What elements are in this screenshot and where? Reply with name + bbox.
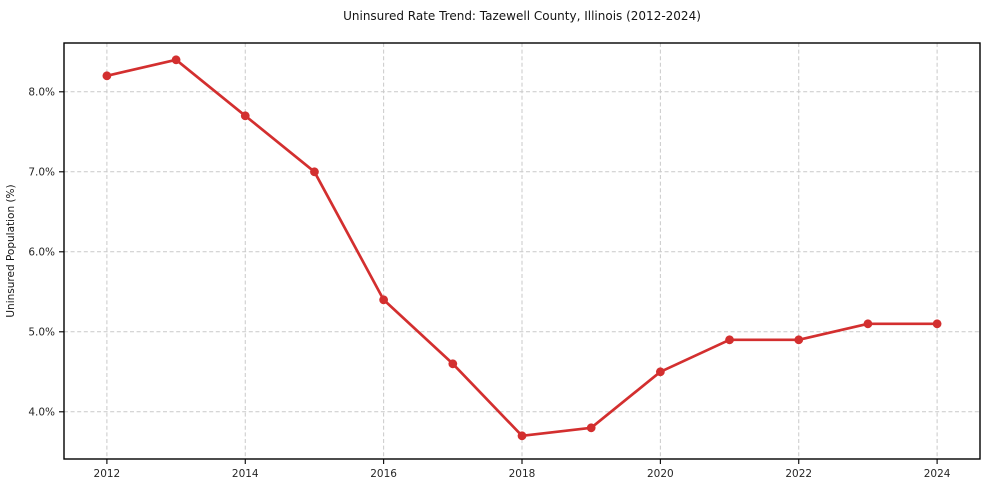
- data-point: [517, 431, 527, 441]
- y-tick-label: 6.0%: [28, 246, 55, 258]
- data-point: [171, 55, 181, 65]
- data-point: [794, 335, 804, 345]
- y-tick-label: 4.0%: [28, 406, 55, 418]
- x-tick-label: 2012: [94, 468, 121, 480]
- y-tick-label: 8.0%: [28, 86, 55, 98]
- data-point: [379, 295, 389, 305]
- x-tick-label: 2020: [647, 468, 674, 480]
- data-point: [310, 167, 319, 177]
- y-tick-label: 5.0%: [28, 326, 55, 338]
- x-tick-label: 2018: [509, 468, 536, 480]
- chart-title: Uninsured Rate Trend: Tazewell County, I…: [343, 9, 701, 23]
- data-point: [725, 335, 734, 345]
- data-point: [586, 423, 596, 433]
- data-point: [240, 111, 250, 121]
- data-point: [863, 319, 873, 329]
- data-point: [932, 319, 942, 329]
- x-tick-label: 2024: [924, 468, 951, 480]
- data-point: [448, 359, 458, 369]
- data-point: [102, 71, 112, 81]
- x-tick-label: 2022: [785, 468, 812, 480]
- x-tick-label: 2014: [232, 468, 259, 480]
- data-point: [655, 367, 665, 377]
- y-tick-label: 7.0%: [28, 166, 55, 178]
- x-tick-label: 2016: [370, 468, 397, 480]
